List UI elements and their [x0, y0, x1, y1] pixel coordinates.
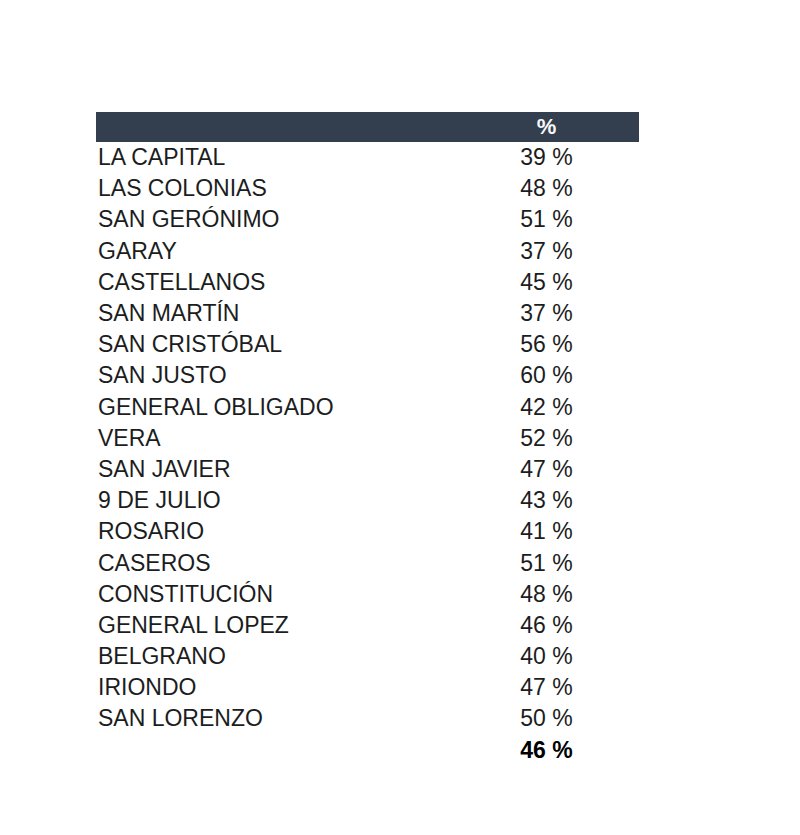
table-row: GENERAL LOPEZ46 % [96, 610, 639, 641]
row-value-cell: 41 % [490, 518, 603, 545]
row-name-cell: CONSTITUCIÓN [96, 581, 490, 608]
row-name-cell: SAN JUSTO [96, 362, 490, 389]
row-value-cell: 56 % [490, 331, 603, 358]
row-name-cell: CASTELLANOS [96, 269, 490, 296]
row-name-cell: IRIONDO [96, 674, 490, 701]
table-row: VERA52 % [96, 423, 639, 454]
row-name-cell: SAN LORENZO [96, 705, 490, 732]
table-row: GENERAL OBLIGADO42 % [96, 392, 639, 423]
table-row: 9 DE JULIO43 % [96, 485, 639, 516]
row-value-cell: 47 % [490, 456, 603, 483]
row-name-cell: SAN JAVIER [96, 456, 490, 483]
row-value-cell: 37 % [490, 238, 603, 265]
row-value-cell: 52 % [490, 425, 603, 452]
row-value-cell: 40 % [490, 643, 603, 670]
table-row: CONSTITUCIÓN48 % [96, 579, 639, 610]
row-name-cell: GARAY [96, 238, 490, 265]
total-value-cell: 46 % [490, 737, 603, 764]
table-row: ROSARIO41 % [96, 516, 639, 547]
row-value-cell: 50 % [490, 705, 603, 732]
row-value-cell: 39 % [490, 144, 603, 171]
row-value-cell: 42 % [490, 394, 603, 421]
table-row: SAN GERÓNIMO51 % [96, 204, 639, 235]
row-value-cell: 46 % [490, 612, 603, 639]
row-value-cell: 43 % [490, 487, 603, 514]
row-name-cell: CASEROS [96, 550, 490, 577]
row-name-cell: BELGRANO [96, 643, 490, 670]
header-percent-cell: % [490, 114, 603, 140]
row-name-cell: LAS COLONIAS [96, 175, 490, 202]
table-total-row: 46 % [96, 735, 639, 766]
table-row: CASTELLANOS45 % [96, 267, 639, 298]
row-name-cell: SAN CRISTÓBAL [96, 331, 490, 358]
table-body: LA CAPITAL39 %LAS COLONIAS48 %SAN GERÓNI… [96, 142, 639, 735]
row-value-cell: 48 % [490, 581, 603, 608]
table-row: SAN JUSTO60 % [96, 360, 639, 391]
row-name-cell: GENERAL OBLIGADO [96, 394, 490, 421]
row-value-cell: 60 % [490, 362, 603, 389]
table-row: SAN CRISTÓBAL56 % [96, 329, 639, 360]
row-value-cell: 51 % [490, 550, 603, 577]
row-value-cell: 51 % [490, 206, 603, 233]
row-value-cell: 45 % [490, 269, 603, 296]
table-row: SAN LORENZO50 % [96, 703, 639, 734]
row-name-cell: 9 DE JULIO [96, 487, 490, 514]
table-row: BELGRANO40 % [96, 641, 639, 672]
row-name-cell: ROSARIO [96, 518, 490, 545]
table-row: IRIONDO47 % [96, 672, 639, 703]
row-value-cell: 47 % [490, 674, 603, 701]
row-value-cell: 48 % [490, 175, 603, 202]
table-row: LAS COLONIAS48 % [96, 173, 639, 204]
row-value-cell: 37 % [490, 300, 603, 327]
table-header-row: % [96, 112, 639, 142]
table-row: SAN MARTÍN37 % [96, 298, 639, 329]
table-row: SAN JAVIER47 % [96, 454, 639, 485]
table-row: CASEROS51 % [96, 547, 639, 578]
row-name-cell: SAN GERÓNIMO [96, 206, 490, 233]
row-name-cell: GENERAL LOPEZ [96, 612, 490, 639]
row-name-cell: LA CAPITAL [96, 144, 490, 171]
row-name-cell: SAN MARTÍN [96, 300, 490, 327]
percentage-table: % LA CAPITAL39 %LAS COLONIAS48 %SAN GERÓ… [96, 112, 639, 766]
table-row: LA CAPITAL39 % [96, 142, 639, 173]
row-name-cell: VERA [96, 425, 490, 452]
table-row: GARAY37 % [96, 236, 639, 267]
